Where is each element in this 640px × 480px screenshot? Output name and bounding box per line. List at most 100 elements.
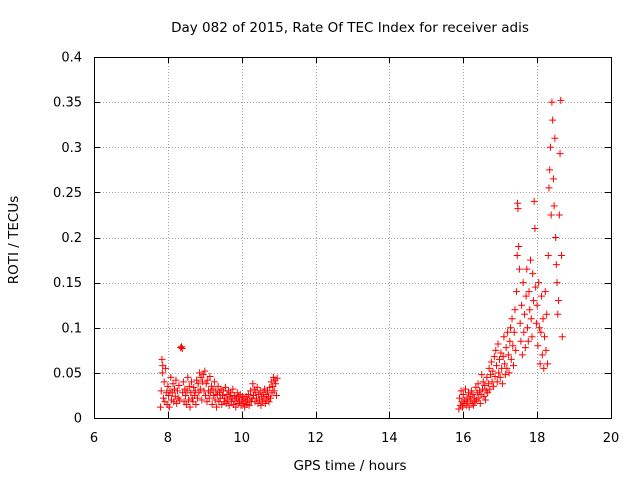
data-point (552, 261, 560, 269)
data-point (193, 376, 201, 384)
data-point (199, 371, 207, 379)
y-tick-labels: 0 0.05 0.1 0.15 0.2 0.25 0.3 0.35 0.4 (53, 51, 82, 427)
data-point (552, 234, 560, 241)
data-point (455, 405, 463, 413)
data-point (530, 197, 538, 205)
data-point (504, 328, 512, 336)
data-point (545, 184, 553, 192)
data-point (175, 382, 183, 390)
data-point (173, 400, 181, 408)
data-point (459, 391, 467, 399)
data-point (251, 398, 259, 406)
data-point (487, 358, 495, 366)
data-point (210, 378, 218, 386)
data-point (210, 391, 218, 399)
data-point (194, 380, 202, 388)
data-point (158, 369, 166, 377)
x-tick-label: 12 (307, 431, 324, 446)
data-point (168, 389, 176, 397)
data-point (483, 373, 491, 381)
data-point (173, 387, 181, 395)
axis-ticks (94, 57, 612, 419)
data-point (159, 394, 167, 402)
data-point (482, 387, 490, 395)
data-point (481, 382, 489, 390)
data-point (229, 385, 237, 393)
data-point (538, 292, 546, 300)
data-point (463, 394, 471, 402)
data-point (186, 403, 194, 411)
data-point (244, 391, 252, 399)
data-point (464, 398, 472, 406)
data-point (196, 385, 204, 393)
data-point (261, 400, 269, 408)
data-point (468, 400, 476, 408)
data-point (258, 398, 266, 406)
data-point (169, 380, 177, 388)
data-point (257, 401, 265, 409)
data-point (464, 389, 472, 397)
data-point (515, 243, 523, 251)
data-point (553, 279, 561, 287)
data-point (209, 385, 217, 393)
data-point (177, 344, 185, 352)
data-point (558, 252, 566, 260)
x-tick-label: 20 (603, 431, 620, 446)
data-point (211, 396, 219, 404)
data-point (190, 383, 198, 391)
data-point (517, 337, 525, 345)
data-point (476, 400, 484, 408)
data-point (495, 355, 503, 363)
data-point (549, 175, 557, 183)
data-point (485, 364, 493, 372)
data-point (171, 392, 179, 400)
data-point (531, 224, 539, 232)
data-point (490, 353, 498, 361)
data-point (158, 355, 166, 363)
data-point (516, 319, 524, 327)
y-tick-label: 0.3 (61, 141, 82, 156)
data-point (221, 394, 229, 402)
data-point (555, 297, 563, 305)
data-point (491, 372, 499, 380)
data-point (199, 378, 207, 386)
data-point (157, 387, 165, 395)
data-point (221, 383, 229, 391)
data-point (521, 310, 529, 318)
data-point (539, 315, 547, 323)
data-point (252, 389, 260, 397)
data-point (273, 374, 281, 382)
data-point (249, 380, 257, 388)
data-point (554, 310, 562, 318)
data-point (479, 378, 487, 386)
data-point (213, 403, 221, 411)
data-point (476, 387, 484, 395)
data-point (467, 387, 475, 395)
x-tick-label: 10 (233, 431, 250, 446)
data-point (528, 333, 536, 341)
data-point (556, 150, 564, 158)
data-point (495, 369, 503, 377)
data-point (191, 387, 199, 395)
data-point (478, 371, 486, 379)
y-tick-label: 0.15 (53, 276, 82, 291)
data-point (507, 324, 515, 332)
data-point (514, 205, 522, 213)
data-point (179, 378, 187, 386)
data-point (212, 387, 220, 395)
data-point (511, 306, 519, 314)
data-point (184, 373, 192, 381)
data-point (497, 349, 505, 357)
data-point (182, 400, 190, 408)
data-point (499, 353, 507, 361)
data-point (551, 134, 559, 142)
data-point (546, 143, 554, 151)
y-tick-label: 0 (74, 412, 82, 427)
data-point (506, 337, 514, 345)
data-point (165, 391, 173, 399)
data-point (266, 383, 274, 391)
data-point (501, 371, 509, 379)
data-point (205, 394, 213, 402)
data-point (267, 378, 275, 386)
data-point (490, 382, 498, 390)
